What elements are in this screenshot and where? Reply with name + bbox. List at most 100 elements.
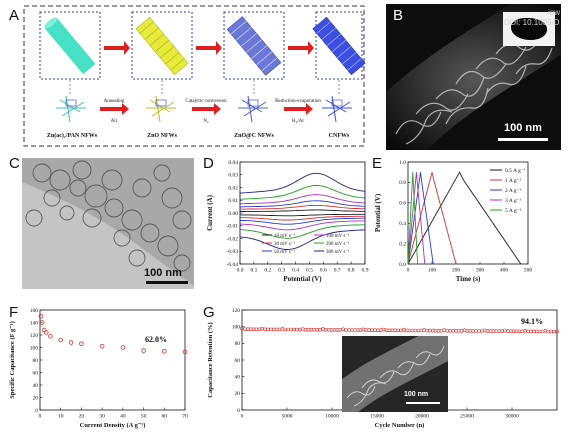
inset-photo-b	[503, 12, 555, 46]
data-point	[465, 329, 470, 333]
data-point	[494, 329, 499, 333]
y-tick-label: 0.04	[228, 160, 238, 166]
data-point	[402, 327, 406, 332]
data-point	[485, 329, 490, 333]
data-point	[260, 326, 265, 331]
y-tick-label: 80	[235, 341, 241, 347]
panel-a-frame	[23, 5, 365, 147]
data-point	[306, 327, 311, 332]
step-2-label: Catalytic conversion	[185, 99, 227, 104]
legend-label: 300 mV s⁻¹	[326, 249, 350, 255]
stage-1-box	[39, 11, 101, 80]
data-point	[390, 328, 395, 333]
data-point	[439, 328, 444, 333]
x-tick-label: 0.8	[348, 268, 355, 274]
y-tick-label: 0	[35, 408, 38, 414]
gcd-curve-1	[407, 171, 522, 265]
sem-inset-texture	[342, 336, 448, 412]
x-tick-label: 0.1	[250, 268, 257, 274]
tem-texture	[22, 158, 194, 289]
legend-label: 100 mV s⁻¹	[326, 233, 350, 239]
sample-film	[511, 18, 547, 40]
data-point	[416, 328, 421, 333]
data-point	[537, 329, 542, 334]
data-point	[248, 327, 253, 332]
data-point	[274, 327, 279, 332]
network-1	[56, 95, 86, 123]
data-point	[381, 327, 386, 332]
stage-2-label: ZnO NFWs	[147, 133, 178, 139]
cv-loop-3	[239, 200, 366, 225]
y-tick-label: 20	[33, 395, 39, 401]
data-point	[277, 327, 282, 332]
x-tick-label: 500	[524, 268, 533, 274]
legend-label: 50 mV s⁻¹	[274, 249, 295, 255]
x-tick-label: 0.4	[292, 268, 299, 274]
data-point	[480, 329, 484, 333]
data-point	[520, 329, 525, 334]
y-tick-label: -0.01	[227, 224, 239, 230]
data-point	[506, 329, 510, 334]
cv-loop-2	[239, 204, 366, 221]
data-point	[295, 327, 299, 332]
step-1-label: Annealing	[104, 99, 125, 104]
data-point	[378, 328, 383, 333]
x-tick-label: 30000	[505, 414, 519, 420]
data-point	[442, 328, 447, 332]
retention-annotation: 94.1%	[521, 317, 543, 326]
data-point	[448, 328, 452, 333]
data-point	[41, 327, 47, 333]
scale-bar-b	[498, 138, 548, 141]
x-tick-label: 0.7	[334, 268, 341, 274]
y-tick-label: 140	[30, 320, 39, 326]
x-tick-label: 0.3	[278, 268, 285, 274]
x-axis-label: Current Density (A g⁻¹)	[80, 422, 146, 429]
data-point	[141, 348, 146, 353]
data-point	[534, 329, 539, 334]
y-tick-label: 0.01	[228, 198, 238, 204]
y-tick-label: -0.03	[227, 249, 239, 255]
legend-label: 3 A g⁻¹	[505, 198, 522, 204]
process-arrow-2	[196, 41, 222, 55]
stage-4-label: CNFWs	[329, 133, 350, 139]
y-tick-label: 40	[33, 383, 39, 389]
data-point	[407, 328, 412, 333]
data-point	[488, 329, 493, 333]
step-1-sub: Air	[111, 119, 118, 124]
legend-label: 2 A g⁻¹	[505, 188, 522, 194]
data-point	[413, 328, 418, 333]
data-point	[526, 329, 530, 334]
x-tick-label: 400	[500, 268, 509, 274]
x-tick-label: 0.2	[264, 268, 271, 274]
bottom-arrow-3	[284, 103, 313, 115]
data-point	[451, 328, 455, 333]
cv-loop-1	[239, 209, 366, 217]
data-point	[341, 327, 345, 332]
plot-frame	[39, 309, 186, 411]
network-3	[238, 95, 268, 123]
plot-frame	[407, 161, 529, 265]
tem-image-c: 100 nm	[22, 158, 194, 289]
y-tick-label: 40	[235, 375, 241, 381]
y-tick-label: 120	[232, 308, 241, 314]
data-point	[335, 328, 340, 332]
x-tick-label: 20	[79, 414, 85, 420]
data-point	[477, 329, 481, 333]
data-point	[315, 327, 319, 332]
x-tick-label: 50	[141, 414, 147, 420]
network-4	[322, 95, 352, 123]
data-point	[38, 314, 44, 319]
data-point	[298, 327, 302, 332]
data-point	[373, 328, 377, 333]
x-tick-label: 60	[162, 414, 168, 420]
data-point	[48, 333, 53, 339]
sem-image-b: DOI: 10.1039/D iew 100 nm	[386, 4, 561, 150]
x-tick-label: 200	[452, 268, 461, 274]
y-tick-label: 0.02	[228, 185, 238, 191]
data-point	[491, 329, 496, 333]
data-point	[350, 328, 354, 332]
data-point	[99, 343, 105, 349]
panel-letter-e: E	[372, 155, 383, 172]
data-point	[272, 327, 276, 332]
data-point	[384, 328, 389, 333]
